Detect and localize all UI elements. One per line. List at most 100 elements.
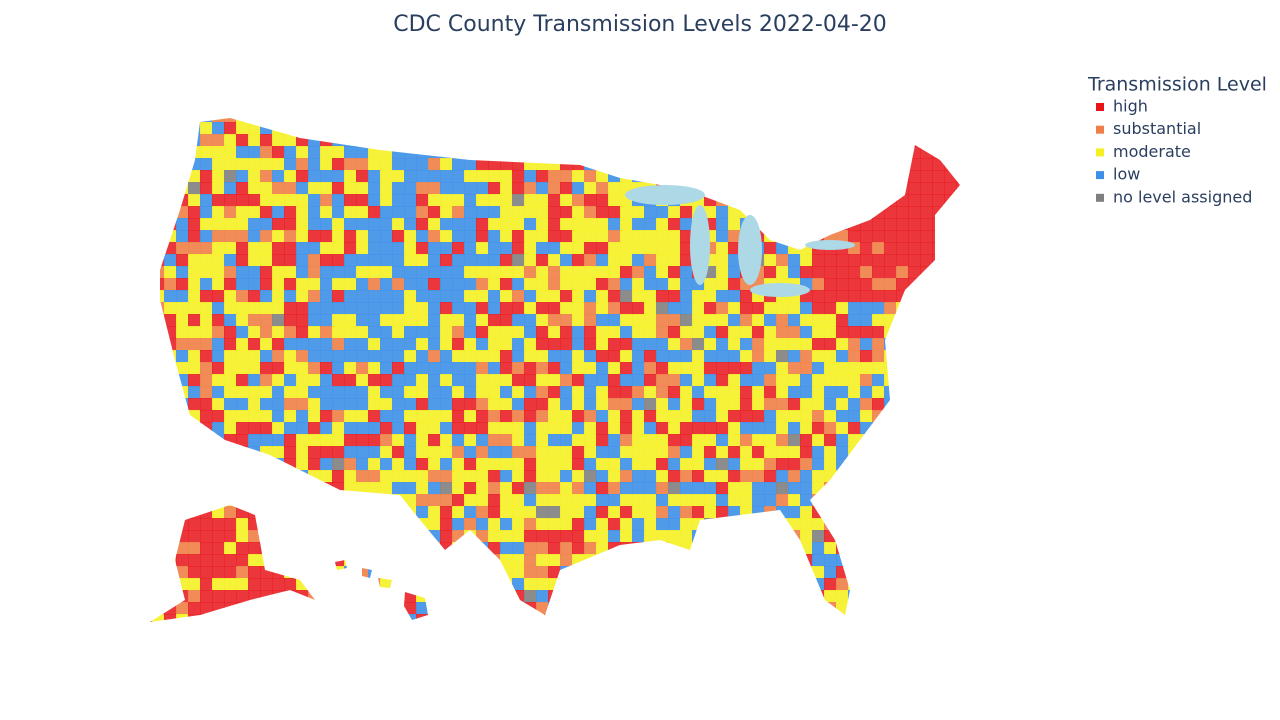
county	[788, 218, 801, 231]
county	[464, 506, 477, 519]
county	[896, 350, 909, 363]
legend-label[interactable]: low	[1113, 165, 1140, 184]
county	[356, 314, 369, 327]
county	[380, 290, 393, 303]
county	[150, 542, 153, 555]
county	[272, 158, 285, 171]
county	[500, 374, 513, 387]
county	[248, 146, 261, 159]
county	[584, 506, 597, 519]
legend-swatch[interactable]	[1096, 103, 1104, 111]
county	[752, 554, 765, 567]
county	[164, 118, 177, 123]
county	[896, 194, 909, 207]
county	[512, 182, 525, 195]
county	[416, 118, 429, 123]
county	[452, 422, 465, 435]
legend-label[interactable]: high	[1113, 97, 1148, 116]
county	[680, 374, 693, 387]
county	[308, 434, 321, 447]
county	[824, 194, 837, 207]
county	[320, 542, 333, 555]
legend-swatch[interactable]	[1096, 171, 1104, 180]
county	[872, 614, 885, 622]
county	[150, 326, 153, 339]
legend-label[interactable]: moderate	[1113, 142, 1191, 161]
county	[632, 494, 645, 507]
county	[620, 578, 633, 591]
county	[380, 578, 393, 591]
county	[692, 398, 705, 411]
county	[152, 422, 165, 435]
county	[548, 254, 561, 267]
county	[824, 254, 837, 267]
county	[656, 590, 669, 603]
county	[920, 122, 933, 135]
county	[692, 458, 705, 471]
county	[272, 422, 285, 435]
county	[150, 566, 153, 579]
county	[788, 566, 801, 579]
legend-swatch[interactable]	[1096, 148, 1104, 157]
legend-swatch[interactable]	[1096, 193, 1104, 202]
county	[416, 566, 429, 579]
county	[332, 350, 345, 363]
county	[608, 446, 621, 459]
county	[500, 626, 513, 639]
county	[632, 602, 645, 615]
county	[260, 614, 273, 622]
county	[344, 614, 357, 622]
county	[584, 326, 597, 339]
county	[632, 230, 645, 243]
county	[824, 458, 837, 471]
county	[752, 182, 765, 195]
county	[188, 134, 201, 147]
county	[728, 182, 741, 195]
county	[248, 338, 261, 351]
county	[644, 518, 657, 531]
county	[488, 482, 501, 495]
county	[932, 170, 945, 183]
county	[428, 290, 441, 303]
county	[524, 410, 537, 423]
county	[572, 530, 585, 543]
county	[572, 578, 585, 591]
county	[860, 374, 873, 387]
county	[560, 614, 573, 622]
county	[150, 518, 153, 531]
county	[272, 566, 285, 579]
county	[572, 602, 585, 615]
county	[404, 206, 417, 219]
county	[536, 554, 549, 567]
county	[392, 602, 405, 615]
county	[476, 554, 489, 567]
county	[908, 266, 921, 279]
county	[572, 230, 585, 243]
county	[356, 590, 369, 603]
legend-label[interactable]: substantial	[1113, 119, 1201, 138]
county	[392, 290, 405, 303]
county	[488, 626, 501, 639]
county	[668, 458, 681, 471]
county	[464, 566, 477, 579]
legend-label[interactable]: no level assigned	[1113, 187, 1252, 206]
county	[296, 470, 309, 483]
county	[164, 458, 177, 471]
county	[632, 338, 645, 351]
county	[284, 494, 297, 507]
county	[956, 118, 960, 123]
county	[404, 470, 417, 483]
county	[788, 530, 801, 543]
county	[260, 422, 273, 435]
county	[620, 290, 633, 303]
county	[380, 182, 393, 195]
county	[452, 386, 465, 399]
county	[440, 506, 453, 519]
county	[644, 242, 657, 255]
county	[512, 458, 525, 471]
county	[320, 158, 333, 171]
county	[320, 602, 333, 615]
county	[836, 302, 849, 315]
legend-swatch[interactable]	[1096, 125, 1104, 134]
county	[212, 518, 225, 531]
